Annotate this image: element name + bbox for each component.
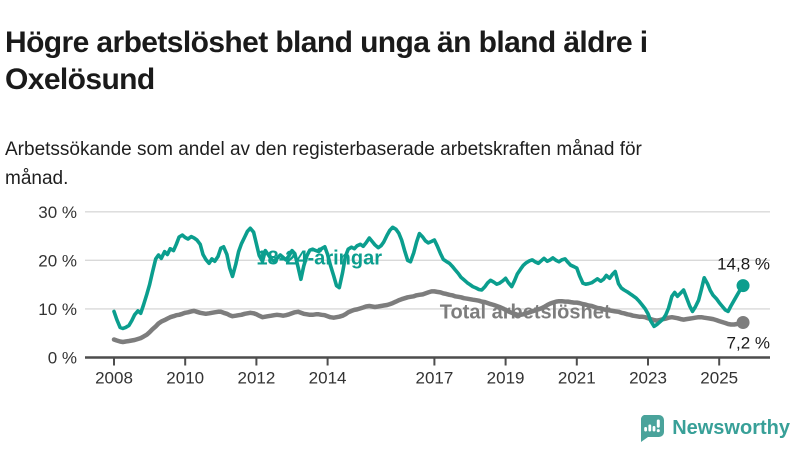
- x-axis-tick-label: 2010: [166, 369, 204, 388]
- y-axis-tick-label: 10 %: [38, 300, 77, 319]
- y-axis-tick-label: 30 %: [38, 203, 77, 222]
- x-axis-tick-label: 2019: [487, 369, 525, 388]
- series-end-value-total: 7,2 %: [727, 334, 770, 353]
- x-axis-tick-label: 2025: [700, 369, 738, 388]
- chart-subtitle: Arbetssökande som andel av den registerb…: [5, 139, 642, 189]
- x-axis-tick-label: 2023: [629, 369, 667, 388]
- series-label-young: 18-24-åringar: [256, 246, 382, 269]
- brand-name: Newsworthy: [672, 416, 790, 439]
- y-axis-tick-label: 20 %: [38, 251, 77, 270]
- x-axis-tick-label: 2012: [237, 369, 275, 388]
- series-end-dot-young: [736, 279, 750, 293]
- x-axis-tick-label: 2008: [95, 369, 133, 388]
- series-end-value-young: 14,8 %: [717, 255, 770, 274]
- series-end-dot-total: [736, 316, 750, 330]
- y-axis-tick-label: 0 %: [48, 349, 77, 368]
- page-title: Högre arbetslöshet bland unga än bland ä…: [5, 26, 648, 97]
- x-axis-tick-label: 2014: [309, 369, 347, 388]
- newsworthy-brand: Newsworthy: [638, 414, 790, 442]
- x-axis-tick-label: 2017: [415, 369, 453, 388]
- series-line-young: [112, 225, 745, 331]
- x-axis-tick-label: 2021: [558, 369, 596, 388]
- series-label-total: Total arbetslöshet: [440, 301, 611, 323]
- series-line-total: [111, 289, 746, 345]
- speech-bubble-bar-chart-icon: [641, 415, 665, 442]
